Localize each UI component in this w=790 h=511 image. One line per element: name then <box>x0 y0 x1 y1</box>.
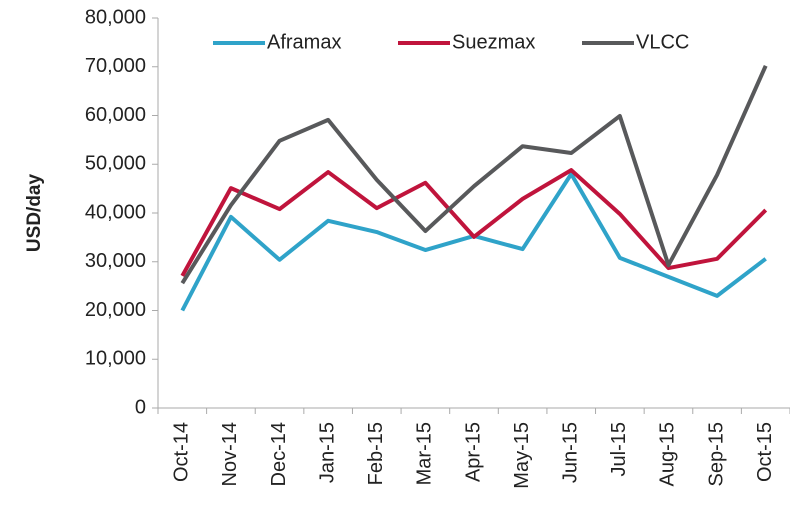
x-tick-label: May-15 <box>511 422 533 489</box>
x-tick-label: Apr-15 <box>462 422 484 482</box>
x-tick-label: Jul-15 <box>608 422 630 476</box>
x-tick-label: Mar-15 <box>414 422 436 485</box>
y-tick-label: 60,000 <box>85 104 146 126</box>
y-tick-label: 80,000 <box>85 6 146 28</box>
line-series <box>180 172 767 312</box>
x-tick-label: Jan-15 <box>316 422 338 483</box>
x-tick-label: Jun-15 <box>560 422 582 483</box>
y-tick-label: 70,000 <box>85 55 146 77</box>
x-tick-label: Aug-15 <box>657 422 679 487</box>
x-tick-label: Oct-15 <box>754 422 776 482</box>
y-tick-label: 10,000 <box>85 348 146 370</box>
x-tick-label: Sep-15 <box>705 422 727 487</box>
x-tick-label: Oct-14 <box>171 422 193 482</box>
y-tick-label: 50,000 <box>85 153 146 175</box>
legend-label: Suezmax <box>452 31 535 53</box>
x-tick-label: Nov-14 <box>219 422 241 486</box>
y-tick-label: 20,000 <box>85 299 146 321</box>
legend-label: VLCC <box>636 31 689 53</box>
y-tick-label: 30,000 <box>85 250 146 272</box>
y-tick-label: 0 <box>135 396 146 418</box>
y-axis-label: USD/day <box>24 174 45 253</box>
line-series <box>180 168 768 277</box>
y-tick-label: 40,000 <box>85 201 146 223</box>
x-tick-label: Feb-15 <box>365 422 387 485</box>
legend-label: Aframax <box>267 31 341 53</box>
line-series <box>180 64 768 285</box>
x-tick-label: Dec-14 <box>268 422 290 486</box>
